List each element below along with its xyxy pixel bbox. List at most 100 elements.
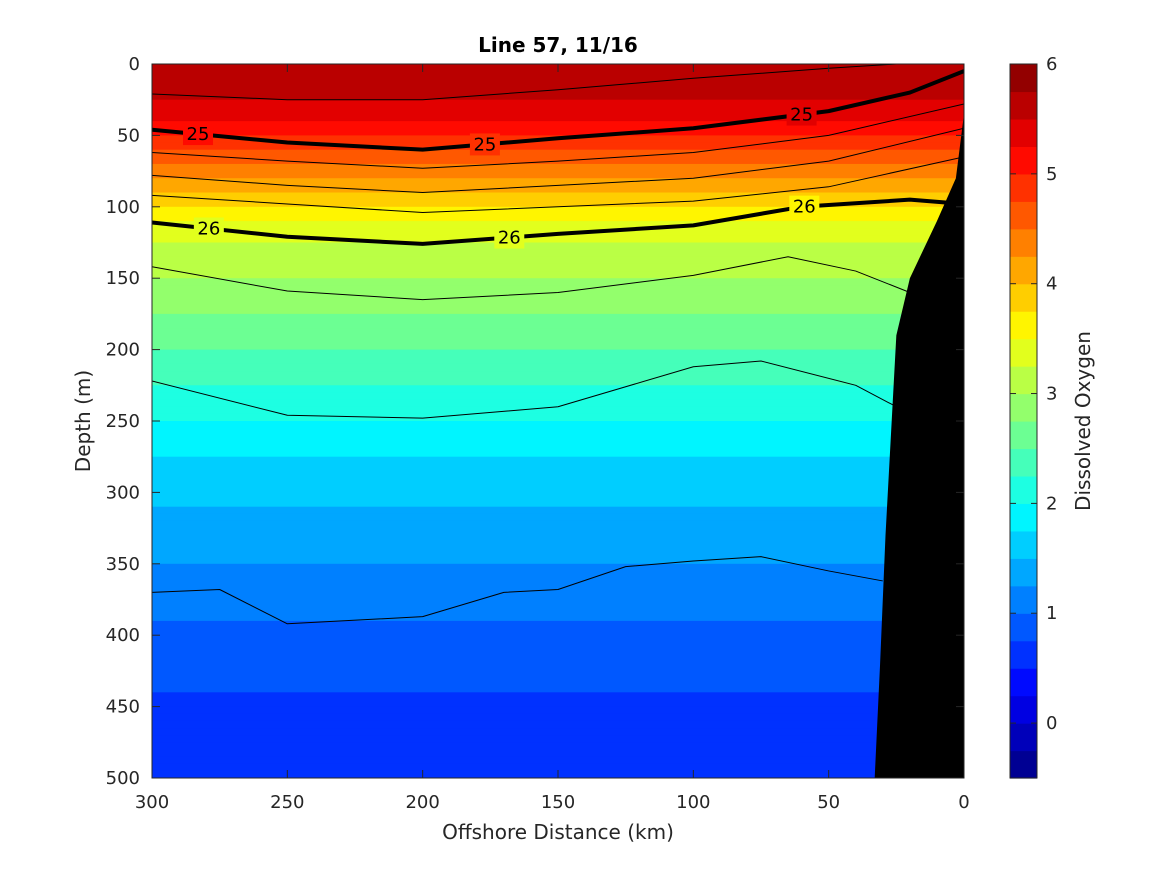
contour-label: 25 [187,124,210,145]
oxygen-band [152,128,964,136]
y-tick-label: 400 [106,625,140,646]
oxygen-band [152,663,964,672]
oxygen-band [152,285,964,294]
oxygen-band [152,292,964,301]
oxygen-band [152,756,964,765]
oxygen-band [152,106,964,115]
oxygen-band [152,563,964,572]
oxygen-band [152,620,964,629]
oxygen-fill [152,64,964,778]
colorbar-swatch [1010,475,1037,504]
y-tick-label: 150 [106,268,140,289]
oxygen-band [152,742,964,751]
oxygen-band [152,642,964,651]
density-contour-line [152,156,964,214]
oxygen-band [152,299,964,308]
oxygen-band [152,421,964,429]
colorbar-tick-label: 3 [1046,384,1057,405]
contour-label: 26 [498,228,521,249]
colorbar-tick-label: 0 [1046,713,1057,734]
contour-label-bg [786,103,817,126]
contour-label-bg [494,226,525,249]
oxygen-band [152,192,964,201]
oxygen-band [152,478,964,486]
oxygen-band [152,271,964,279]
contour-label-bg [193,217,224,240]
contour-label-bg [469,133,500,156]
oxygen-band [152,706,964,715]
colorbar-swatch [1010,173,1037,202]
oxygen-band [152,528,964,536]
x-tick-label: 100 [676,792,710,813]
oxygen-band [152,363,964,372]
oxygen-band [152,213,964,222]
oxygen-band [152,256,964,265]
x-tick-label: 200 [405,792,439,813]
colorbar-swatch [1010,558,1037,587]
x-axis-label: Offshore Distance (km) [442,820,674,844]
oxygen-band [152,670,964,679]
colorbar-swatch [1010,393,1037,422]
colorbar-swatch [1010,256,1037,285]
contour-label: 26 [793,197,816,218]
oxygen-band [152,171,964,179]
colorbar-swatch [1010,448,1037,477]
oxygen-band [152,570,964,579]
x-tick-label: 250 [270,792,304,813]
colorbar-swatch [1010,283,1037,312]
x-tick-label: 0 [958,792,969,813]
colorbar-swatch [1010,668,1037,697]
colorbar-swatch [1010,91,1037,120]
colorbar-swatch [1010,613,1037,642]
colorbar-swatch [1010,338,1037,367]
oxygen-band [152,720,964,729]
oxygen-band [152,685,964,693]
y-tick-label: 0 [129,54,140,75]
oxygen-band [152,542,964,551]
colorbar-swatch [1010,723,1037,752]
y-tick-label: 350 [106,554,140,575]
colorbar: 0 1 2 3 4 5 6 [1009,54,1057,779]
y-tick-label: 300 [106,482,140,503]
oxygen-band [152,78,964,87]
colorbar-swatch [1010,366,1037,395]
density-contour-line [152,127,964,194]
colorbar-swatch [1010,585,1037,614]
oxygen-band [152,263,964,272]
oxygen-band [152,321,964,329]
density-contour-line [152,197,964,246]
x-tick-label: 300 [135,792,169,813]
oxygen-band [152,235,964,244]
x-axis-ticks: 300 250 200 150 100 50 0 [135,64,970,813]
oxygen-band [152,413,964,422]
y-tick-label: 250 [106,411,140,432]
chart-title: Line 57, 11/16 [478,33,638,57]
oxygen-band [152,578,964,586]
colorbar-swatch [1010,64,1037,93]
contour-label: 25 [473,134,496,155]
density-contour-line [152,103,964,169]
oxygen-band [152,371,964,379]
oxygen-band [152,221,964,229]
colorbar-swatch [1010,228,1037,257]
oxygen-band [152,728,964,736]
colorbar-tick-label: 2 [1046,493,1057,514]
oxygen-band [152,392,964,401]
oxygen-band [152,306,964,315]
oxygen-band [152,178,964,186]
y-axis-ticks: 0 50 100 150 200 250 300 350 400 450 500 [106,54,964,789]
x-tick-label: 50 [817,792,840,813]
oxygen-band [152,506,964,515]
oxygen-band [152,442,964,451]
oxygen-band [152,142,964,151]
oxygen-band [152,763,964,772]
y-tick-label: 500 [106,768,140,789]
oxygen-band [152,656,964,665]
oxygen-band [152,163,964,172]
oxygen-band [152,356,964,365]
oxygen-band [152,435,964,444]
oxygen-band [152,378,964,386]
y-tick-label: 450 [106,697,140,718]
colorbar-swatch [1010,146,1037,175]
